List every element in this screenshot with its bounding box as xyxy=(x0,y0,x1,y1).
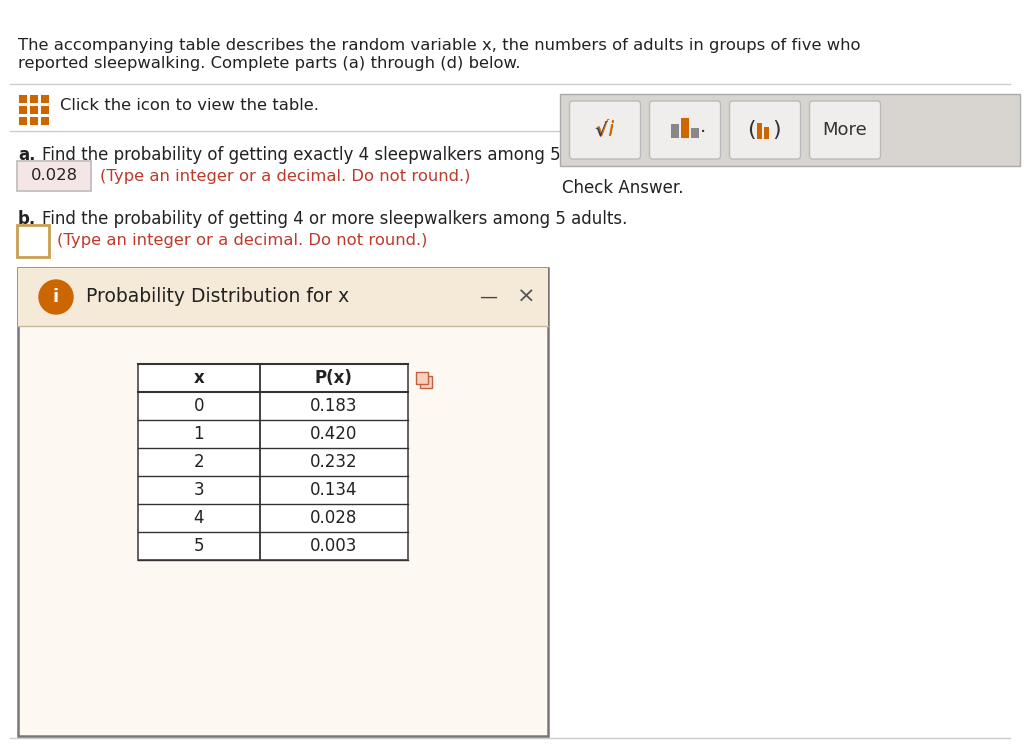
FancyBboxPatch shape xyxy=(681,118,689,138)
Text: ): ) xyxy=(773,120,781,140)
Text: 0.232: 0.232 xyxy=(310,453,357,471)
Text: (Type an integer or a decimal. Do not round.): (Type an integer or a decimal. Do not ro… xyxy=(57,234,427,249)
FancyBboxPatch shape xyxy=(40,116,49,125)
Text: 0.134: 0.134 xyxy=(310,481,357,499)
Text: The accompanying table describes the random variable x, the numbers of adults in: The accompanying table describes the ran… xyxy=(18,38,860,53)
Text: i: i xyxy=(608,121,613,139)
Text: 0.420: 0.420 xyxy=(310,425,357,443)
FancyBboxPatch shape xyxy=(810,101,881,159)
Text: Check Answer.: Check Answer. xyxy=(562,179,683,197)
Text: (Type an integer or a decimal. Do not round.): (Type an integer or a decimal. Do not ro… xyxy=(100,169,470,184)
Text: 0: 0 xyxy=(194,397,204,415)
FancyBboxPatch shape xyxy=(569,101,640,159)
Circle shape xyxy=(39,280,73,314)
FancyBboxPatch shape xyxy=(671,124,679,138)
Text: b.: b. xyxy=(18,210,36,228)
Text: √i: √i xyxy=(596,120,614,140)
Text: Probability Distribution for x: Probability Distribution for x xyxy=(86,287,349,306)
FancyBboxPatch shape xyxy=(40,105,49,114)
Text: Click the icon to view the table.: Click the icon to view the table. xyxy=(60,98,318,113)
Text: 1: 1 xyxy=(194,425,204,443)
Text: —: — xyxy=(479,288,497,306)
Text: More: More xyxy=(822,121,867,139)
Text: 0.028: 0.028 xyxy=(31,169,78,184)
Text: 0.003: 0.003 xyxy=(310,537,357,555)
FancyBboxPatch shape xyxy=(18,268,548,736)
FancyBboxPatch shape xyxy=(729,101,801,159)
Text: i: i xyxy=(53,288,59,306)
Text: 3: 3 xyxy=(194,481,204,499)
FancyBboxPatch shape xyxy=(420,376,432,388)
FancyBboxPatch shape xyxy=(764,127,769,139)
FancyBboxPatch shape xyxy=(18,105,27,114)
FancyBboxPatch shape xyxy=(29,116,38,125)
FancyBboxPatch shape xyxy=(416,372,428,384)
Text: a.: a. xyxy=(18,146,36,164)
Text: 0.028: 0.028 xyxy=(310,509,357,527)
FancyBboxPatch shape xyxy=(40,94,49,103)
FancyBboxPatch shape xyxy=(17,161,91,191)
Text: 4: 4 xyxy=(194,509,204,527)
FancyBboxPatch shape xyxy=(29,105,38,114)
Text: Find the probability of getting 4 or more sleepwalkers among 5 adults.: Find the probability of getting 4 or mor… xyxy=(42,210,628,228)
Text: x: x xyxy=(194,369,204,387)
FancyBboxPatch shape xyxy=(18,268,548,326)
Text: 5: 5 xyxy=(194,537,204,555)
Text: (: ( xyxy=(746,120,756,140)
FancyBboxPatch shape xyxy=(757,123,762,139)
FancyBboxPatch shape xyxy=(29,94,38,103)
FancyBboxPatch shape xyxy=(691,128,699,138)
Text: √: √ xyxy=(595,120,607,140)
Text: reported sleepwalking. Complete parts (a) through (d) below.: reported sleepwalking. Complete parts (a… xyxy=(18,56,520,71)
Text: ×: × xyxy=(517,287,536,307)
FancyBboxPatch shape xyxy=(18,94,27,103)
Text: P(x): P(x) xyxy=(314,369,352,387)
Text: 0.183: 0.183 xyxy=(310,397,357,415)
FancyBboxPatch shape xyxy=(138,364,408,560)
Text: .: . xyxy=(699,117,707,136)
FancyBboxPatch shape xyxy=(649,101,721,159)
FancyBboxPatch shape xyxy=(18,116,27,125)
FancyBboxPatch shape xyxy=(17,225,49,257)
Text: 2: 2 xyxy=(194,453,204,471)
FancyBboxPatch shape xyxy=(560,94,1020,166)
Text: Find the probability of getting exactly 4 sleepwalkers among 5 adults.: Find the probability of getting exactly … xyxy=(42,146,623,164)
